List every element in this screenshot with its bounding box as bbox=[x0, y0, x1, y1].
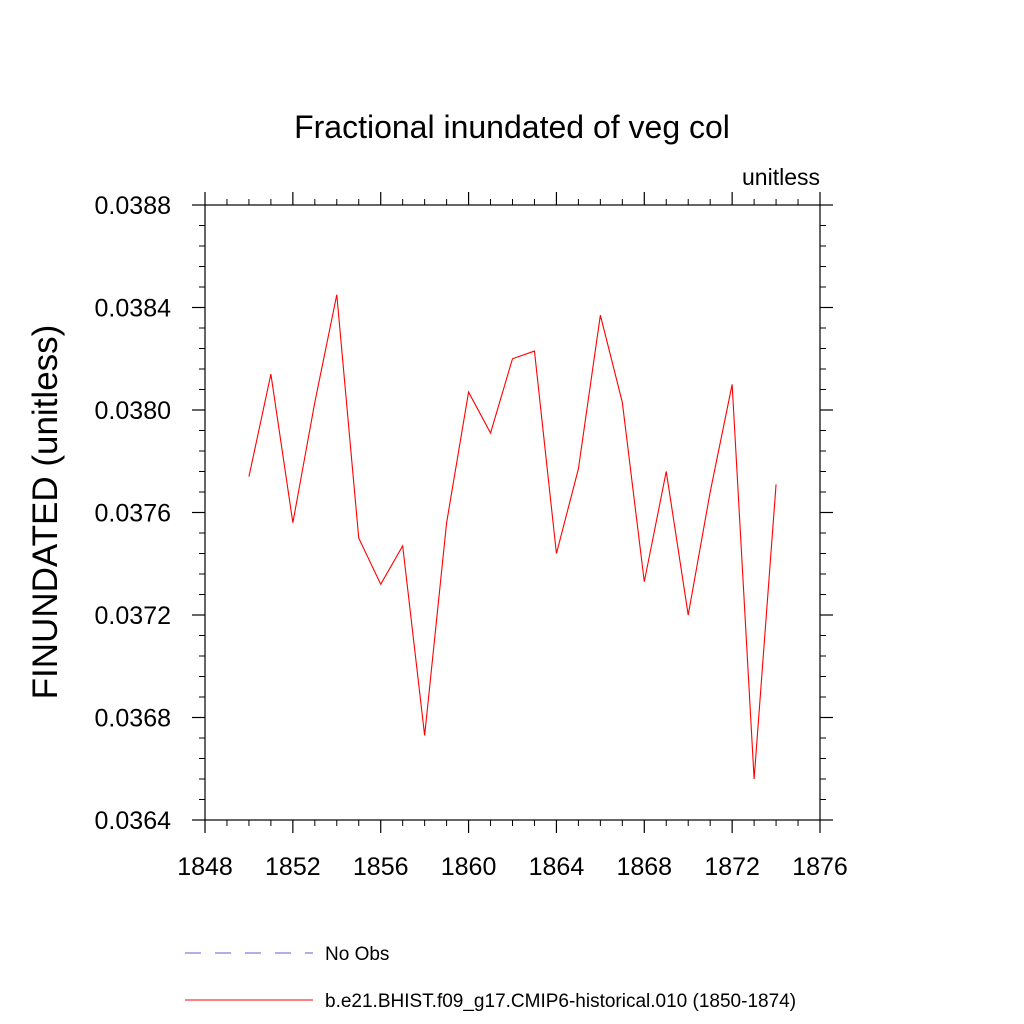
series-layer bbox=[248, 294, 777, 780]
x-tick-label: 1868 bbox=[616, 853, 672, 881]
y-tick-label: 0.0372 bbox=[95, 602, 171, 630]
y-tick-label: 0.0368 bbox=[95, 705, 171, 733]
x-tick-label: 1860 bbox=[441, 853, 497, 881]
y-tick-label: 0.0364 bbox=[95, 807, 172, 835]
legend: No Obs b.e21.BHIST.f09_g17.CMIP6-histori… bbox=[185, 944, 796, 1012]
x-tick-label: 1876 bbox=[792, 853, 848, 881]
x-tick-label: 1848 bbox=[177, 853, 233, 881]
axis-ticks bbox=[192, 192, 833, 833]
y-tick-label: 0.0376 bbox=[95, 500, 171, 528]
units-label: unitless bbox=[742, 164, 820, 190]
x-tick-label: 1852 bbox=[265, 853, 321, 881]
series-line bbox=[248, 294, 777, 780]
legend-label-model-run: b.e21.BHIST.f09_g17.CMIP6-historical.010… bbox=[325, 991, 796, 1012]
y-tick-label: 0.0380 bbox=[95, 397, 171, 425]
y-axis-title: FINUNDATED (unitless) bbox=[26, 325, 65, 700]
y-tick-label: 0.0388 bbox=[95, 192, 171, 220]
legend-label-no-obs: No Obs bbox=[325, 944, 389, 965]
x-tick-label: 1856 bbox=[353, 853, 409, 881]
axis-tick-labels: 1848 1852 1856 1860 1864 1868 1872 1876 0.0364 0.… bbox=[95, 192, 848, 881]
plot-area-frame bbox=[204, 204, 821, 821]
chart-title: Fractional inundated of veg col bbox=[294, 109, 730, 145]
y-tick-label: 0.0384 bbox=[95, 295, 172, 323]
x-tick-label: 1872 bbox=[704, 853, 760, 881]
x-tick-label: 1864 bbox=[529, 853, 585, 881]
